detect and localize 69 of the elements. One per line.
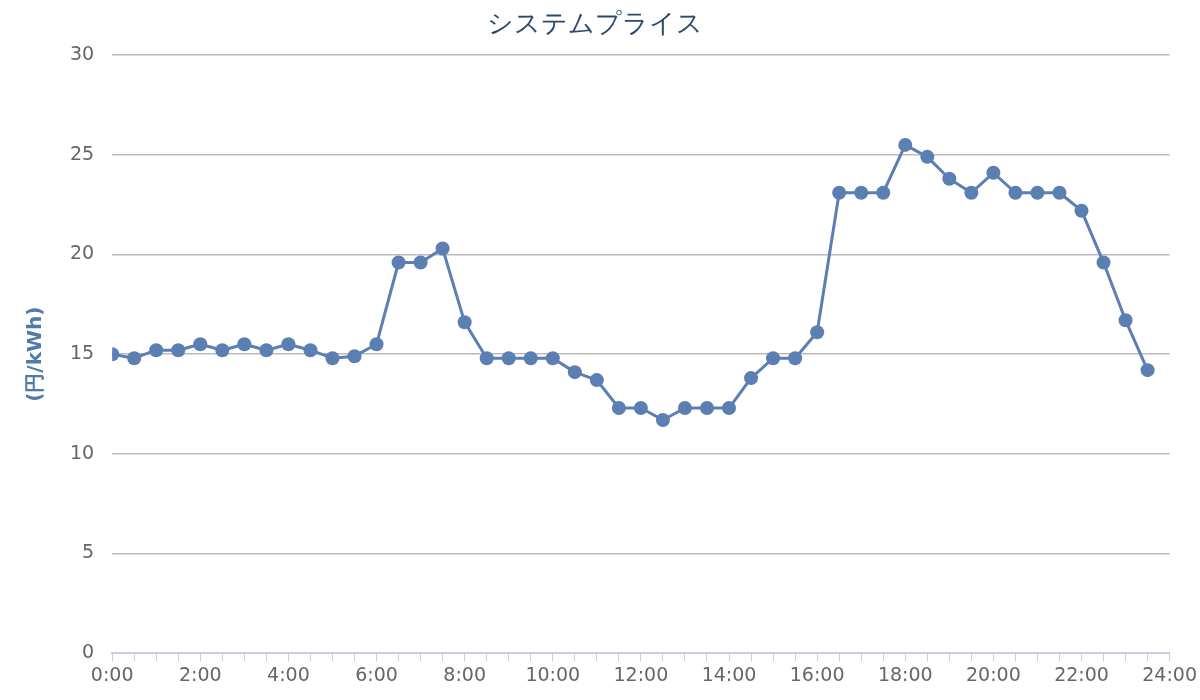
point bbox=[1074, 203, 1089, 218]
point bbox=[589, 373, 604, 388]
point bbox=[281, 337, 296, 352]
y-tick-label: 0 bbox=[82, 640, 95, 663]
point bbox=[303, 343, 318, 358]
point bbox=[633, 401, 648, 416]
point bbox=[832, 185, 847, 200]
point bbox=[655, 412, 670, 427]
point bbox=[788, 351, 803, 366]
point bbox=[259, 343, 274, 358]
point bbox=[567, 365, 582, 380]
point bbox=[1096, 255, 1111, 270]
point bbox=[898, 137, 913, 152]
x-tick-label: 20:00 bbox=[966, 662, 1021, 685]
y-tick-label: 5 bbox=[82, 540, 95, 563]
x-tick-label: 2:00 bbox=[178, 662, 222, 685]
point bbox=[1140, 363, 1155, 378]
point bbox=[744, 371, 759, 386]
y-tick-label: 20 bbox=[69, 241, 95, 264]
point bbox=[215, 343, 230, 358]
y-tick-label: 30 bbox=[69, 42, 95, 65]
point bbox=[766, 351, 781, 366]
point bbox=[237, 337, 252, 352]
point bbox=[545, 351, 560, 366]
x-tick-label: 4:00 bbox=[267, 662, 310, 685]
y-axis-title: (円/kWh) bbox=[22, 306, 47, 402]
point bbox=[810, 325, 825, 340]
x-tick-label: 16:00 bbox=[789, 662, 845, 685]
point bbox=[854, 185, 869, 200]
point bbox=[347, 349, 362, 364]
point bbox=[920, 149, 935, 164]
chart-title: システムプライス bbox=[487, 8, 703, 39]
point bbox=[1030, 185, 1045, 200]
point bbox=[171, 343, 186, 358]
point bbox=[435, 241, 450, 256]
point bbox=[611, 401, 626, 416]
point bbox=[501, 351, 516, 366]
point bbox=[149, 343, 164, 358]
y-tick-label: 25 bbox=[69, 141, 95, 164]
point bbox=[964, 185, 979, 200]
x-tick-label: 14:00 bbox=[701, 662, 757, 685]
point bbox=[479, 351, 494, 366]
point bbox=[876, 185, 891, 200]
point bbox=[722, 401, 737, 416]
x-tick-label: 8:00 bbox=[443, 662, 486, 685]
x-tick-label: 10:00 bbox=[525, 662, 581, 685]
point bbox=[457, 315, 472, 330]
point bbox=[1118, 313, 1133, 328]
point bbox=[391, 255, 406, 270]
x-tick-label: 22:00 bbox=[1054, 662, 1109, 685]
x-tick-label: 12:00 bbox=[613, 662, 669, 685]
x-tick-label: 24:00 bbox=[1142, 662, 1198, 685]
point bbox=[1008, 185, 1023, 200]
x-tick-label: 0:00 bbox=[90, 662, 134, 685]
x-tick-label: 6:00 bbox=[355, 662, 398, 685]
point bbox=[413, 255, 428, 270]
y-tick-label: 10 bbox=[69, 440, 95, 463]
point bbox=[369, 337, 384, 352]
point bbox=[127, 351, 142, 366]
y-tick-label: 15 bbox=[69, 341, 95, 364]
point bbox=[677, 401, 692, 416]
point bbox=[523, 351, 538, 366]
point bbox=[193, 337, 208, 352]
point bbox=[942, 171, 957, 186]
point bbox=[699, 401, 714, 416]
point bbox=[986, 165, 1001, 180]
x-tick-label: 18:00 bbox=[877, 662, 933, 685]
point bbox=[1052, 185, 1067, 200]
point bbox=[325, 351, 340, 366]
